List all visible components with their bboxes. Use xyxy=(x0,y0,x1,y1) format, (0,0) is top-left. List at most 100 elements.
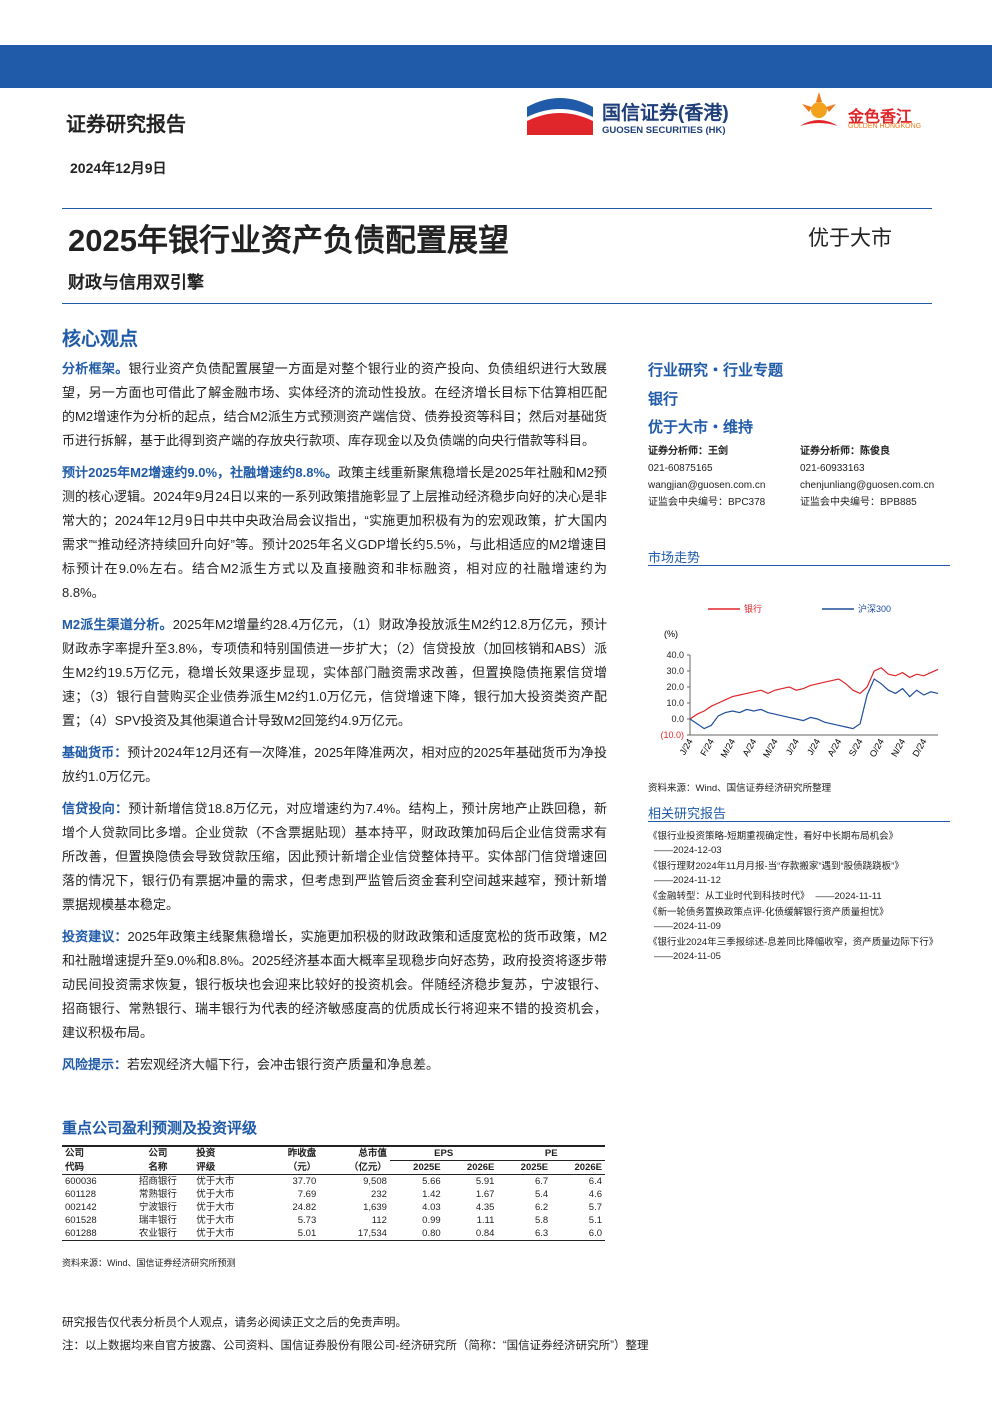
table-cell: 24.82 xyxy=(292,1202,317,1213)
table-cell: 0.80 xyxy=(422,1228,441,1239)
x-tick-label: A/24 xyxy=(826,737,844,758)
header-cell: 2026E xyxy=(574,1162,602,1173)
rule xyxy=(648,565,950,566)
table-cell: 0.99 xyxy=(422,1215,441,1226)
core-paragraph: 基础货币：预计2024年12月还有一次降准，2025年降准两次，相对应的2025… xyxy=(62,741,607,789)
header-cell: PE xyxy=(497,1146,605,1161)
rule xyxy=(62,303,932,304)
table-cell: 5.91 xyxy=(475,1176,495,1187)
related-item: 《银行业2024年三季报综述-息差同比降幅收窄，资产质量边际下行》 ——2024-… xyxy=(648,936,948,964)
table-cell: 5.8 xyxy=(534,1215,549,1226)
header-cell: 公司 xyxy=(65,1148,85,1160)
table-cell: 5.4 xyxy=(534,1189,549,1200)
core-paragraph: 预计2025年M2增速约9.0%，社融增速约8.8%。政策主线重新聚焦稳增长是2… xyxy=(62,461,607,605)
related-title: 《新一轮债务置换政策点评-化债缓解银行资产质量担忧》 xyxy=(648,907,889,918)
table-cell: 6.3 xyxy=(534,1228,549,1239)
paragraph-text: 政策主线重新聚焦稳增长是2025年社融和M2预测的核心逻辑。2024年9月24日… xyxy=(62,465,607,600)
table-cell: 4.35 xyxy=(475,1202,495,1213)
x-tick-label: F/24 xyxy=(698,737,716,758)
table-cell: 5.66 xyxy=(422,1176,441,1187)
subtitle: 财政与信用双引擎 xyxy=(68,273,204,292)
related-date: ——2024-11-09 xyxy=(654,921,721,932)
logo2-en: GOLDEN HONGKONG xyxy=(848,123,922,130)
table-title: 重点公司盈利预测及投资评级 xyxy=(62,1120,258,1137)
logo2-name: 金色香江 xyxy=(848,109,913,126)
core-paragraph: 风险提示：若宏观经济大幅下行，会冲击银行资产质量和净息差。 xyxy=(62,1053,607,1077)
logo-name: 国信证券(香港) xyxy=(602,103,729,124)
y-tick-label: 40.0 xyxy=(666,650,684,660)
related-title: 《金融转型：从工业时代到科技时代》 xyxy=(648,891,810,902)
header-cell: 公司 xyxy=(148,1148,168,1160)
table-cell: 112 xyxy=(371,1215,387,1226)
golden-logo xyxy=(800,92,838,126)
guosen-logo xyxy=(527,98,593,135)
related-heading: 相关研究报告 xyxy=(648,806,727,821)
table-row: 601528 瑞丰银行 优于大市 5.73 112 0.99 1.11 5.8 5.1 xyxy=(62,1214,605,1227)
header-cell: 评级 xyxy=(196,1161,216,1173)
top-band xyxy=(0,45,992,88)
x-tick-label: S/24 xyxy=(847,737,865,758)
header-cell: 2025E xyxy=(413,1162,441,1173)
side-lines: 行业研究・行业专题 银行优于大市・维持 xyxy=(648,357,783,443)
table-cell: 优于大市 xyxy=(196,1176,235,1187)
paragraph-text: 银行业资产负债配置展望一方面是对整个银行业的资产投向、负债组织进行大致展望，另一… xyxy=(62,361,607,448)
table-cell: 4.6 xyxy=(588,1189,602,1200)
analyst-email: chenjunliang@guosen.com.cn xyxy=(800,480,935,491)
x-tick-label: M/24 xyxy=(719,737,738,759)
y-tick-label: 0.0 xyxy=(671,714,684,724)
side-line: 优于大市・维持 xyxy=(648,419,754,436)
table-cell: 优于大市 xyxy=(196,1189,235,1200)
table-cell: 常熟银行 xyxy=(138,1189,177,1200)
analyst-title: 证券分析师：陈俊良 xyxy=(800,446,890,457)
header-cell: （元） xyxy=(287,1161,317,1173)
analyst-cert: 证监会中央编号：BPC378 xyxy=(648,497,766,508)
table-cell: 601288 xyxy=(65,1228,97,1239)
analyst-phone: 021-60933163 xyxy=(800,463,865,474)
header-row: 公司 公司 投资 昨收盘 总市值 EPS PE xyxy=(62,1146,605,1161)
paragraph-lead: 风险提示： xyxy=(62,1057,128,1072)
table-wrap: 公司 公司 投资 昨收盘 总市值 EPS PE 代码 名称 评级 （元） （亿元） 2025E 2026E… xyxy=(62,1145,605,1241)
y-unit: (%) xyxy=(664,629,678,639)
x-tick-label: O/24 xyxy=(868,737,886,759)
logo-en: GUOSEN SECURITIES (HK) xyxy=(602,125,726,136)
core-paragraph: 信贷投向：预计新增信贷18.8万亿元，对应增速约为7.4%。结构上，预计房地产止… xyxy=(62,797,607,917)
core-heading: 核心观点 xyxy=(62,329,139,350)
table-cell: 601128 xyxy=(65,1189,96,1200)
paragraph-lead: 预计2025年M2增速约9.0%，社融增速约8.8%。 xyxy=(62,465,339,480)
table-cell: 002142 xyxy=(65,1202,97,1213)
paragraph-text: 预计新增信贷18.8万亿元，对应增速约为7.4%。结构上，预计房地产止跌回稳，新… xyxy=(62,801,607,912)
y-tick-label: (10.0) xyxy=(660,730,684,740)
header-cell: 投资 xyxy=(196,1148,216,1160)
rating: 优于大市 xyxy=(808,227,892,250)
table-cell: 1.11 xyxy=(476,1215,495,1226)
related-title: 《银行业2024年三季报综述-息差同比降幅收窄，资产质量边际下行》 xyxy=(648,937,939,948)
header-cell: 总市值 xyxy=(358,1148,387,1160)
title: 2025年银行业资产负债配置展望 xyxy=(68,223,509,258)
rule xyxy=(62,208,932,209)
x-tick-label: J/24 xyxy=(784,737,801,757)
x-tick-label: D/24 xyxy=(910,737,928,758)
side-line: 银行 xyxy=(648,390,679,408)
table-cell: 1.67 xyxy=(475,1189,495,1200)
chart-heading: 市场走势 xyxy=(648,550,701,565)
table-cell: 9,508 xyxy=(363,1176,387,1187)
table-cell: 5.01 xyxy=(297,1228,317,1239)
related-title: 《银行理财2024年11月月报-当“存款搬家”遇到“股债跷跷板”》 xyxy=(648,861,904,872)
analyst-phone: 021-60875165 xyxy=(648,463,713,474)
side-line: 行业研究・行业专题 xyxy=(648,362,784,379)
footer-note: 研究报告仅代表分析员个人观点，请务必阅读正文之后的免责声明。 xyxy=(62,1317,407,1329)
report-type: 证券研究报告 xyxy=(66,112,186,136)
x-tick-label: N/24 xyxy=(889,737,907,758)
related-item: 《金融转型：从工业时代到科技时代》 ——2024-11-11 xyxy=(648,890,948,904)
analyst-email: wangjian@guosen.com.cn xyxy=(648,480,766,491)
table-row: 600036 招商银行 优于大市 37.70 9,508 5.66 5.91 6.7 6.4 xyxy=(62,1175,605,1189)
header-row: 代码 名称 评级 （元） （亿元） 2025E 2026E 2025E 2026E xyxy=(62,1161,605,1175)
x-tick-label: M/24 xyxy=(761,737,780,759)
core-paragraph: M2派生渠道分析。2025年M2增量约28.4万亿元，（1）财政净投放派生M2约… xyxy=(62,613,607,733)
table-cell: 优于大市 xyxy=(196,1202,235,1213)
header-cell: 代码 xyxy=(65,1161,85,1173)
footer-note: 注：以上数据均来自官方披露、公司资料、国信证券股份有限公司-经济研究所（简称：“… xyxy=(62,1340,649,1352)
analyst: 证券分析师：王剑 021-60875165 wangjian@guosen.com.… xyxy=(648,443,798,511)
related-title: 《银行业投资策略-短期重视确定性，看好中长期布局机会》 xyxy=(648,831,899,842)
table-row: 002142 宁波银行 优于大市 24.82 1,639 4.03 4.35 6.2 5.7 xyxy=(62,1201,605,1214)
